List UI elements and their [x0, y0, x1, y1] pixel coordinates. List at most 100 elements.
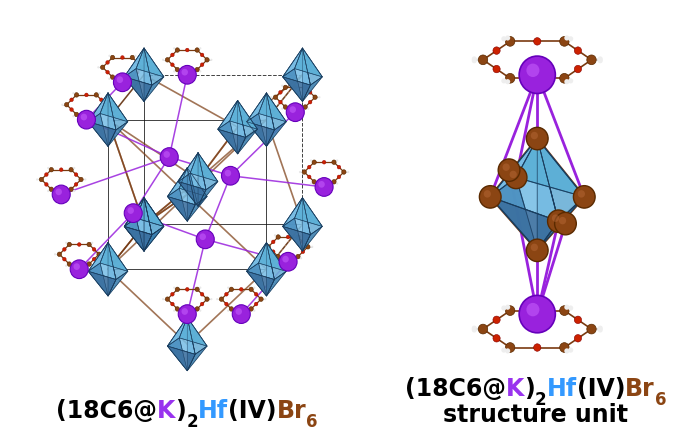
Polygon shape: [124, 198, 144, 227]
Circle shape: [533, 75, 541, 82]
Circle shape: [136, 70, 139, 74]
Circle shape: [117, 76, 123, 83]
Polygon shape: [108, 93, 128, 130]
Polygon shape: [283, 227, 310, 251]
Circle shape: [74, 182, 78, 186]
Circle shape: [199, 287, 202, 289]
Polygon shape: [88, 242, 116, 279]
Circle shape: [564, 79, 569, 84]
Circle shape: [225, 170, 231, 177]
Circle shape: [221, 166, 239, 185]
Polygon shape: [267, 271, 286, 296]
Polygon shape: [188, 346, 207, 371]
Circle shape: [228, 287, 230, 289]
Polygon shape: [144, 227, 164, 251]
Circle shape: [505, 343, 514, 352]
Polygon shape: [218, 101, 238, 129]
Polygon shape: [490, 139, 559, 221]
Circle shape: [573, 186, 595, 208]
Circle shape: [273, 95, 278, 100]
Polygon shape: [283, 198, 302, 227]
Circle shape: [74, 167, 76, 169]
Circle shape: [113, 73, 132, 92]
Polygon shape: [238, 129, 258, 154]
Polygon shape: [188, 168, 207, 205]
Circle shape: [78, 262, 81, 266]
Polygon shape: [190, 153, 218, 181]
Polygon shape: [88, 122, 116, 147]
Circle shape: [54, 253, 56, 255]
Circle shape: [39, 177, 43, 182]
Circle shape: [228, 309, 230, 312]
Circle shape: [55, 189, 62, 195]
Circle shape: [199, 233, 206, 240]
Circle shape: [171, 63, 174, 67]
Circle shape: [239, 307, 243, 311]
Circle shape: [200, 53, 204, 57]
Circle shape: [598, 58, 603, 63]
Polygon shape: [302, 198, 310, 251]
Polygon shape: [188, 317, 195, 371]
Circle shape: [74, 93, 78, 97]
Circle shape: [186, 48, 189, 52]
Circle shape: [307, 108, 309, 110]
Circle shape: [130, 55, 134, 60]
Circle shape: [146, 66, 148, 68]
Circle shape: [87, 242, 91, 247]
Circle shape: [503, 164, 510, 171]
Polygon shape: [198, 153, 218, 190]
Polygon shape: [246, 93, 267, 122]
Text: (IV): (IV): [228, 399, 276, 423]
Circle shape: [293, 85, 297, 89]
Circle shape: [165, 58, 169, 62]
Polygon shape: [267, 242, 286, 279]
Circle shape: [332, 180, 336, 184]
Polygon shape: [230, 101, 258, 129]
Circle shape: [560, 306, 569, 316]
Circle shape: [249, 307, 253, 311]
Polygon shape: [124, 198, 144, 227]
Circle shape: [279, 90, 282, 94]
Circle shape: [225, 292, 228, 296]
Circle shape: [531, 132, 538, 139]
Polygon shape: [124, 198, 152, 235]
Polygon shape: [302, 77, 322, 101]
Circle shape: [70, 260, 88, 278]
Polygon shape: [246, 93, 274, 130]
Circle shape: [336, 160, 338, 162]
Text: 6: 6: [654, 391, 666, 409]
Circle shape: [533, 344, 541, 351]
Circle shape: [472, 327, 477, 333]
Circle shape: [312, 160, 316, 164]
Circle shape: [568, 78, 573, 84]
Circle shape: [229, 287, 234, 291]
Circle shape: [342, 170, 346, 174]
Polygon shape: [88, 242, 108, 271]
Circle shape: [310, 182, 312, 185]
Polygon shape: [179, 317, 207, 346]
Circle shape: [99, 115, 101, 117]
Circle shape: [564, 35, 569, 41]
Polygon shape: [538, 139, 559, 250]
Circle shape: [274, 234, 276, 236]
Circle shape: [165, 297, 169, 301]
Polygon shape: [124, 198, 152, 235]
Circle shape: [308, 100, 312, 104]
Polygon shape: [124, 227, 152, 251]
Circle shape: [162, 59, 164, 61]
Circle shape: [259, 297, 263, 301]
Circle shape: [547, 210, 569, 232]
Circle shape: [526, 303, 540, 316]
Polygon shape: [108, 271, 128, 296]
Text: (18C6@: (18C6@: [56, 399, 157, 423]
Circle shape: [36, 178, 38, 181]
Text: (18C6@: (18C6@: [405, 376, 505, 401]
Circle shape: [97, 66, 99, 68]
Circle shape: [171, 292, 174, 296]
Circle shape: [253, 287, 256, 289]
Circle shape: [80, 114, 87, 120]
Circle shape: [478, 324, 488, 334]
Circle shape: [281, 84, 284, 87]
Circle shape: [347, 171, 349, 173]
Circle shape: [84, 178, 86, 181]
